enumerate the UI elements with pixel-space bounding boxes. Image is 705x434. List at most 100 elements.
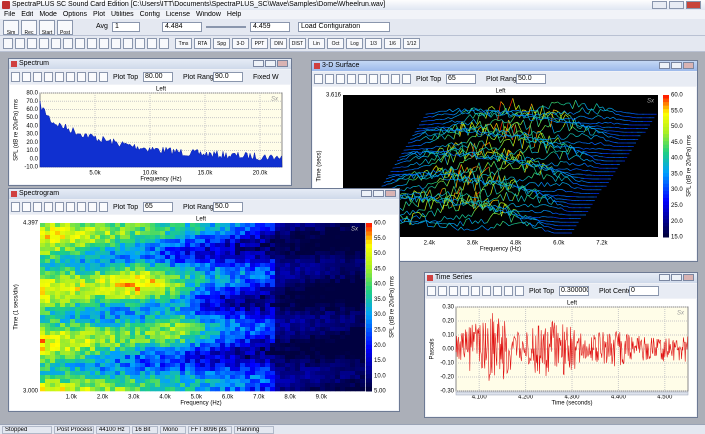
spectrogram-cell (255, 247, 261, 252)
tool-icon[interactable] (159, 38, 169, 49)
plot-tool-icon[interactable] (55, 72, 64, 82)
time-slider[interactable] (206, 26, 246, 28)
child-control[interactable] (683, 62, 694, 69)
plot-tool-icon[interactable] (66, 72, 75, 82)
plot-tool-icon[interactable] (380, 74, 389, 84)
plot-tool-icon[interactable] (347, 74, 356, 84)
surface-segment (539, 131, 544, 139)
tool-icon[interactable] (147, 38, 157, 49)
mode-button[interactable]: Post (57, 20, 73, 35)
child-control[interactable] (265, 60, 276, 67)
avg-select[interactable]: 1 (112, 22, 140, 32)
plot-tool-icon[interactable] (66, 202, 75, 212)
plot-tool-icon[interactable] (391, 74, 400, 84)
tool-icon[interactable] (39, 38, 49, 49)
menu-item[interactable]: Options (62, 11, 87, 18)
window-control[interactable] (686, 1, 701, 9)
spectrogram-cell (80, 355, 86, 360)
tool-button[interactable]: DIST (289, 38, 306, 49)
child-control[interactable] (361, 190, 372, 197)
plot-tool-icon[interactable] (22, 202, 31, 212)
tool-icon[interactable] (87, 38, 97, 49)
menu-item[interactable]: Window (195, 11, 221, 18)
plot-tool-icon[interactable] (11, 202, 20, 212)
tool-icon[interactable] (111, 38, 121, 49)
menu-item[interactable]: Utilities (111, 11, 134, 18)
plot-tool-icon[interactable] (402, 74, 411, 84)
plot-tool-icon[interactable] (358, 74, 367, 84)
tool-button[interactable]: 1/3 (365, 38, 382, 49)
plot-tool-icon[interactable] (99, 202, 108, 212)
field-input[interactable]: 50.0 (213, 202, 243, 212)
plot-tool-icon[interactable] (77, 72, 86, 82)
menu-item[interactable]: Edit (21, 11, 34, 18)
time-start[interactable]: 4.484 (162, 22, 202, 32)
tool-button[interactable]: Log (346, 38, 363, 49)
tool-button[interactable]: Spg (213, 38, 230, 49)
mode-button[interactable]: Sim (3, 20, 19, 35)
tool-icon[interactable] (27, 38, 37, 49)
menu-item[interactable]: License (165, 11, 190, 18)
plot-tool-icon[interactable] (88, 72, 97, 82)
child-control[interactable] (277, 60, 288, 67)
field-input[interactable]: 65 (446, 74, 476, 84)
child-control[interactable] (385, 190, 396, 197)
menu-item[interactable]: File (4, 11, 16, 18)
tool-icon[interactable] (3, 38, 13, 49)
tool-icon[interactable] (63, 38, 73, 49)
child-control[interactable] (373, 190, 384, 197)
child-control[interactable] (671, 62, 682, 69)
plot-tool-icon[interactable] (33, 202, 42, 212)
field-input[interactable]: 80.00 (143, 72, 173, 82)
tool-icon[interactable] (123, 38, 133, 49)
tool-icon[interactable] (51, 38, 61, 49)
tool-icon[interactable] (135, 38, 145, 49)
mode-button[interactable]: Start (39, 20, 55, 35)
tool-button[interactable]: 3-D (232, 38, 249, 49)
tool-button[interactable]: RTA (194, 38, 211, 49)
tool-button[interactable]: Lin (308, 38, 325, 49)
tool-button[interactable]: DIN (270, 38, 287, 49)
plot-tool-icon[interactable] (314, 74, 323, 84)
tool-button[interactable]: 1/6 (384, 38, 401, 49)
plot-tool-icon[interactable] (22, 72, 31, 82)
menu-item[interactable]: Config (139, 11, 160, 18)
tool-button[interactable]: 1/12 (403, 38, 420, 49)
plot-tool-icon[interactable] (55, 202, 64, 212)
time-end[interactable]: 4.459 (250, 22, 290, 32)
config-select[interactable]: Load Configuration (298, 22, 390, 32)
field-input[interactable]: 50.0 (516, 74, 546, 84)
menu-item[interactable]: Help (226, 11, 242, 18)
plot-tool-icon[interactable] (369, 74, 378, 84)
field-input[interactable]: 65 (143, 202, 173, 212)
field-input[interactable]: 90.0 (213, 72, 243, 82)
plot-tool-icon[interactable] (336, 74, 345, 84)
plot-tool-icon[interactable] (44, 202, 53, 212)
child-control[interactable] (659, 62, 670, 69)
window-control[interactable] (652, 1, 667, 9)
window-control[interactable] (669, 1, 684, 9)
mode-button[interactable]: Rec (21, 20, 37, 35)
tool-button[interactable]: Tms (175, 38, 192, 49)
surface-segment (452, 131, 457, 134)
plot-tool-icon[interactable] (33, 72, 42, 82)
tool-icon[interactable] (75, 38, 85, 49)
tool-button[interactable]: Oct (327, 38, 344, 49)
menu-item[interactable]: Mode (39, 11, 57, 18)
spectrogram-cell (355, 255, 361, 260)
menu-item[interactable]: Plot (92, 11, 106, 18)
plot-tool-icon[interactable] (99, 72, 108, 82)
tool-button[interactable]: PPT (251, 38, 268, 49)
child-control[interactable] (253, 60, 264, 67)
plot-tool-icon[interactable] (77, 202, 86, 212)
spectrogram-cell (260, 303, 266, 308)
surface-segment (433, 175, 438, 178)
plot-tool-icon[interactable] (11, 72, 20, 82)
field-extra[interactable]: Fixed W (253, 74, 279, 81)
plot-tool-icon[interactable] (88, 202, 97, 212)
spectrogram-cell (155, 291, 161, 296)
tool-icon[interactable] (15, 38, 25, 49)
plot-tool-icon[interactable] (44, 72, 53, 82)
plot-tool-icon[interactable] (325, 74, 334, 84)
tool-icon[interactable] (99, 38, 109, 49)
